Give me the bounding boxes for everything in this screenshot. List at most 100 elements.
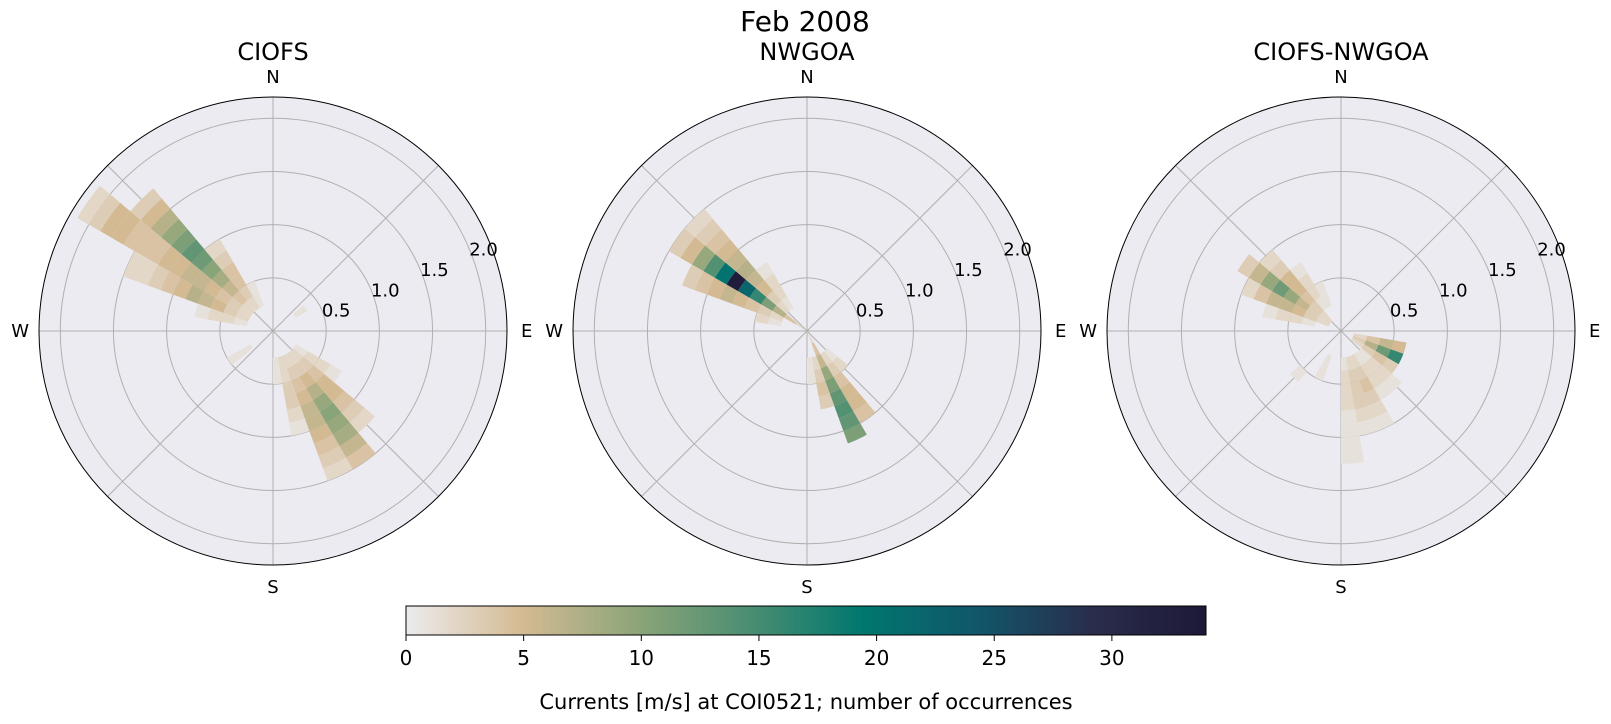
histogram-cell xyxy=(1367,371,1384,389)
histogram-cell xyxy=(757,304,773,318)
histogram-cell xyxy=(230,273,247,291)
histogram-cell xyxy=(1317,313,1331,325)
histogram-cell xyxy=(160,218,188,246)
histogram-cell xyxy=(242,300,256,314)
histogram-cell xyxy=(1341,396,1355,411)
radial-tick-label: 0.5 xyxy=(1390,301,1419,322)
histogram-cell xyxy=(1352,335,1366,345)
histogram-cell xyxy=(1288,312,1304,325)
histogram-cell xyxy=(754,312,770,325)
histogram-cell xyxy=(181,239,205,263)
histogram-cell xyxy=(1360,361,1376,378)
histogram-cell xyxy=(1291,304,1307,318)
angular-gridline xyxy=(1175,330,1342,497)
histogram-cell xyxy=(286,365,300,381)
histogram-cell xyxy=(834,400,854,419)
histogram-cell xyxy=(1314,281,1328,297)
histogram-cell xyxy=(807,357,814,371)
histogram-cell xyxy=(1298,273,1315,291)
histogram-cell xyxy=(1368,400,1388,419)
histogram-cell xyxy=(833,371,850,389)
histogram-cell xyxy=(223,304,239,318)
angular-gridline xyxy=(1340,165,1507,332)
histogram-cell xyxy=(829,388,847,406)
radial-tick-label: 1.5 xyxy=(1488,260,1517,281)
histogram-cell xyxy=(691,245,716,272)
histogram-cell xyxy=(735,259,756,280)
histogram-cell xyxy=(233,317,249,327)
histogram-cell xyxy=(1378,337,1394,350)
histogram-cell xyxy=(1351,337,1365,349)
histogram-cell xyxy=(238,344,253,357)
histogram-cell xyxy=(1341,370,1351,385)
histogram-cell xyxy=(767,317,783,327)
histogram-cell xyxy=(1253,284,1272,304)
histogram-cell xyxy=(846,392,867,412)
histogram-cell xyxy=(813,368,826,384)
histogram-cell xyxy=(232,290,248,306)
histogram-cell xyxy=(714,262,736,285)
histogram-cell xyxy=(279,368,292,384)
histogram-cell xyxy=(306,381,325,401)
histogram-cell xyxy=(838,411,861,431)
histogram-cell xyxy=(313,357,331,374)
histogram-cell xyxy=(210,297,227,313)
colorbar-tick-label: 5 xyxy=(517,646,530,670)
histogram-cell xyxy=(1357,418,1378,436)
histogram-cell xyxy=(816,354,827,369)
histogram-cell xyxy=(173,277,193,300)
histogram-cell xyxy=(332,422,359,447)
histogram-cell xyxy=(282,354,293,369)
histogram-cell xyxy=(111,211,141,245)
histogram-cell xyxy=(304,411,327,431)
panel-nwgoa: 0.5 1.0 1.5 2.0 N E S W NWGOA xyxy=(545,38,1066,598)
angular-gridline xyxy=(107,330,274,497)
histogram-cell xyxy=(1290,365,1307,382)
histogram-cell xyxy=(1372,411,1395,431)
histogram-cell xyxy=(732,291,750,309)
histogram-cell xyxy=(707,277,727,300)
histogram-cell xyxy=(744,297,761,313)
histogram-cell xyxy=(201,259,222,280)
histogram-cell xyxy=(289,418,310,436)
direction-label-e: E xyxy=(1055,321,1066,342)
histogram-cell xyxy=(772,305,787,318)
radial-tick-label: 2.0 xyxy=(1537,240,1566,261)
histogram-cell xyxy=(1289,261,1308,281)
colorbar-tick-label: 15 xyxy=(746,646,771,670)
colorbar-tick-label: 20 xyxy=(864,646,889,670)
histogram-cell xyxy=(222,280,239,297)
histogram-cell xyxy=(185,284,204,304)
histogram-cell xyxy=(1375,365,1392,382)
histogram-cell xyxy=(134,228,161,258)
histogram-cell xyxy=(293,305,308,318)
histogram-cell xyxy=(818,393,835,410)
panel-title-ciofs-nwgoa: CIOFS-NWGOA xyxy=(1253,38,1429,66)
histogram-cell xyxy=(286,405,305,423)
histogram-cell xyxy=(226,350,243,366)
histogram-cell xyxy=(781,296,794,311)
radial-tick-label: 2.0 xyxy=(1003,240,1032,261)
histogram-cell xyxy=(1354,351,1367,366)
histogram-cell xyxy=(1350,380,1364,397)
histogram-cell xyxy=(749,288,767,305)
histogram-cell xyxy=(198,291,216,309)
histogram-cell xyxy=(207,308,224,322)
histogram-cell xyxy=(326,412,350,435)
histogram-cell xyxy=(318,446,347,469)
histogram-cell xyxy=(1366,356,1382,372)
colorbar-tick-label: 10 xyxy=(629,646,654,670)
histogram-cell xyxy=(1341,422,1360,438)
histogram-cell xyxy=(204,238,227,260)
histogram-cell xyxy=(668,228,695,258)
histogram-cell xyxy=(1354,405,1373,423)
radial-tick-label: 0.5 xyxy=(322,301,351,322)
radial-tick-label: 1.0 xyxy=(905,280,934,301)
histogram-cell xyxy=(1364,340,1379,351)
angular-gridline xyxy=(641,330,808,497)
radial-tick-label: 2.0 xyxy=(469,240,498,261)
histogram-cell xyxy=(694,218,722,246)
histogram-cell xyxy=(1375,344,1391,358)
histogram-cell xyxy=(1353,333,1368,341)
